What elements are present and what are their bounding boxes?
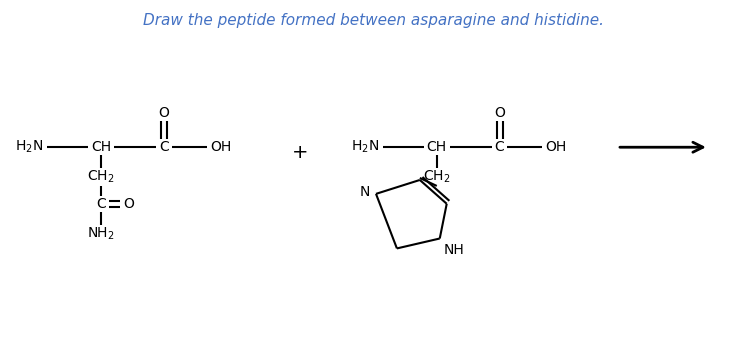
- Text: H$_2$N: H$_2$N: [15, 139, 43, 156]
- Text: CH$_2$: CH$_2$: [423, 169, 450, 185]
- Text: +: +: [292, 143, 309, 162]
- Text: O: O: [494, 106, 505, 120]
- Text: OH: OH: [546, 140, 567, 154]
- Text: OH: OH: [210, 140, 231, 154]
- Text: CH$_2$: CH$_2$: [87, 169, 115, 185]
- Text: C: C: [495, 140, 504, 154]
- Text: C: C: [96, 197, 106, 211]
- Text: NH$_2$: NH$_2$: [87, 225, 115, 242]
- Text: H$_2$N: H$_2$N: [351, 139, 379, 156]
- Text: C: C: [159, 140, 169, 154]
- Text: NH: NH: [444, 244, 465, 257]
- Text: N: N: [359, 185, 370, 199]
- Text: Draw the peptide formed between asparagine and histidine.: Draw the peptide formed between asparagi…: [143, 13, 604, 28]
- Text: O: O: [123, 197, 134, 211]
- Text: CH: CH: [91, 140, 111, 154]
- Text: CH: CH: [427, 140, 447, 154]
- Text: O: O: [158, 106, 170, 120]
